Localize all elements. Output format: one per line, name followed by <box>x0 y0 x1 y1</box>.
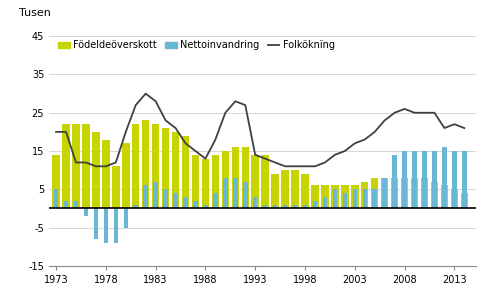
Bar <box>283 204 287 208</box>
Bar <box>452 151 457 208</box>
Bar <box>362 189 367 208</box>
Bar <box>232 147 239 208</box>
Bar <box>422 151 427 208</box>
Bar <box>242 147 249 208</box>
Bar <box>261 155 269 208</box>
Bar <box>402 151 407 208</box>
Bar <box>251 155 259 208</box>
Bar <box>92 132 100 208</box>
Bar <box>441 185 448 208</box>
Bar <box>193 201 198 208</box>
Bar <box>104 208 108 243</box>
Bar <box>371 178 379 208</box>
Bar <box>351 185 358 208</box>
Bar <box>112 166 119 208</box>
Bar <box>102 140 109 208</box>
Bar <box>72 124 80 208</box>
Bar <box>164 189 168 208</box>
Bar <box>153 182 158 208</box>
Bar <box>152 124 160 208</box>
Bar <box>373 189 377 208</box>
Bar <box>323 197 327 208</box>
Bar <box>243 182 247 208</box>
Bar <box>303 204 307 208</box>
Bar <box>451 189 458 208</box>
Bar <box>353 189 357 208</box>
Bar <box>311 185 319 208</box>
Bar <box>343 193 347 208</box>
Bar <box>223 178 228 208</box>
Bar <box>331 185 339 208</box>
Bar <box>142 120 149 208</box>
Bar <box>381 178 388 208</box>
Bar <box>122 143 130 208</box>
Bar <box>321 185 328 208</box>
Bar <box>253 197 257 208</box>
Bar <box>182 136 189 208</box>
Bar <box>442 147 447 208</box>
Bar <box>64 201 68 208</box>
Bar <box>134 204 138 208</box>
Bar <box>412 151 417 208</box>
Bar <box>301 174 309 208</box>
Bar <box>272 174 279 208</box>
Bar <box>172 132 179 208</box>
Bar <box>213 193 218 208</box>
Bar <box>183 197 188 208</box>
Bar <box>291 170 299 208</box>
Bar <box>421 178 428 208</box>
Bar <box>113 208 118 243</box>
Bar <box>62 124 70 208</box>
Bar <box>143 185 148 208</box>
Bar <box>124 208 128 227</box>
Legend: Födeldeöverskott, Nettoinvandring, Folköknïng: Födeldeöverskott, Nettoinvandring, Folkö… <box>54 37 339 54</box>
Bar <box>391 178 398 208</box>
Bar <box>132 124 139 208</box>
Bar <box>263 204 268 208</box>
Bar <box>53 155 60 208</box>
Bar <box>83 208 88 216</box>
Bar <box>212 155 219 208</box>
Bar <box>341 185 349 208</box>
Bar <box>203 204 208 208</box>
Bar <box>54 189 58 208</box>
Bar <box>332 189 337 208</box>
Bar <box>202 159 209 208</box>
Bar <box>221 151 229 208</box>
Bar <box>173 193 178 208</box>
Bar <box>281 170 289 208</box>
Bar <box>461 193 468 208</box>
Bar <box>162 128 169 208</box>
Text: Tusen: Tusen <box>19 8 51 18</box>
Bar <box>431 182 438 208</box>
Bar <box>82 124 90 208</box>
Bar <box>411 178 418 208</box>
Bar <box>361 182 368 208</box>
Bar <box>432 151 436 208</box>
Bar <box>462 151 466 208</box>
Bar <box>273 204 277 208</box>
Bar <box>313 201 317 208</box>
Bar <box>401 178 409 208</box>
Bar <box>192 155 199 208</box>
Bar <box>382 178 387 208</box>
Bar <box>94 208 98 239</box>
Bar <box>233 178 238 208</box>
Bar <box>74 201 78 208</box>
Bar <box>293 204 297 208</box>
Bar <box>392 155 397 208</box>
